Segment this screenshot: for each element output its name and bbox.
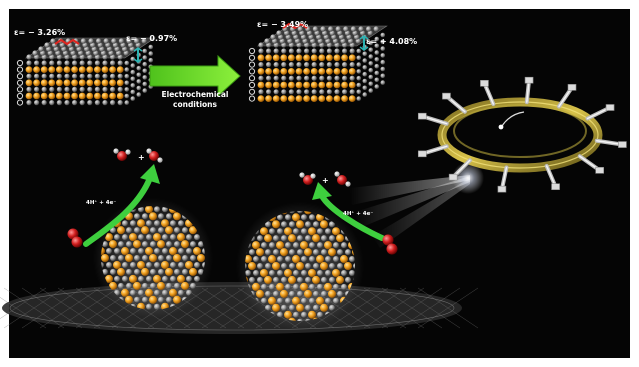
- oxygen-molecule-left: [67, 228, 83, 248]
- water-molecule-product-left-a: [113, 148, 131, 161]
- strain-label-right-side: ε= + 4.08%: [366, 37, 417, 46]
- reaction-label-right: 4H⁺ + 4e⁻: [343, 210, 373, 217]
- right-nanoparticle: [236, 202, 364, 330]
- arrow-label-line1: Electrochemical: [162, 90, 229, 99]
- strain-indicator-right-side: [359, 35, 369, 51]
- strain-label-left-side: ε= − 0.97%: [126, 34, 177, 43]
- beamline-stations: [417, 76, 627, 193]
- electrochemical-arrow: [149, 54, 241, 98]
- strain-label-left-top: ε= − 3.26%: [14, 28, 65, 37]
- strain-indicator-left-side: [133, 47, 143, 63]
- left-nanoparticle: [93, 198, 213, 318]
- reaction-arrow-left: [83, 164, 160, 247]
- strain-indicator-left-top: [54, 38, 80, 46]
- water-molecule-product-right-a: [299, 172, 316, 185]
- product-plus-left: +: [138, 153, 145, 162]
- water-molecule-product-right-b: [334, 171, 351, 187]
- product-plus-right: +: [322, 176, 329, 185]
- right-crystal-block: [248, 25, 388, 102]
- strain-label-right-top: ε= − 3.49%: [257, 20, 308, 29]
- reaction-label-left: 4H⁺ + 4e⁻: [86, 199, 116, 206]
- water-molecule-product-left-b: [146, 148, 163, 163]
- oxygen-molecule-right: [382, 234, 398, 255]
- reaction-arrow-right: [312, 182, 385, 241]
- arrow-label-line2: conditions: [173, 100, 218, 109]
- strain-indicator-right-top: [282, 22, 308, 30]
- left-crystal-block: [16, 37, 156, 106]
- synchrotron-ring: [417, 76, 627, 193]
